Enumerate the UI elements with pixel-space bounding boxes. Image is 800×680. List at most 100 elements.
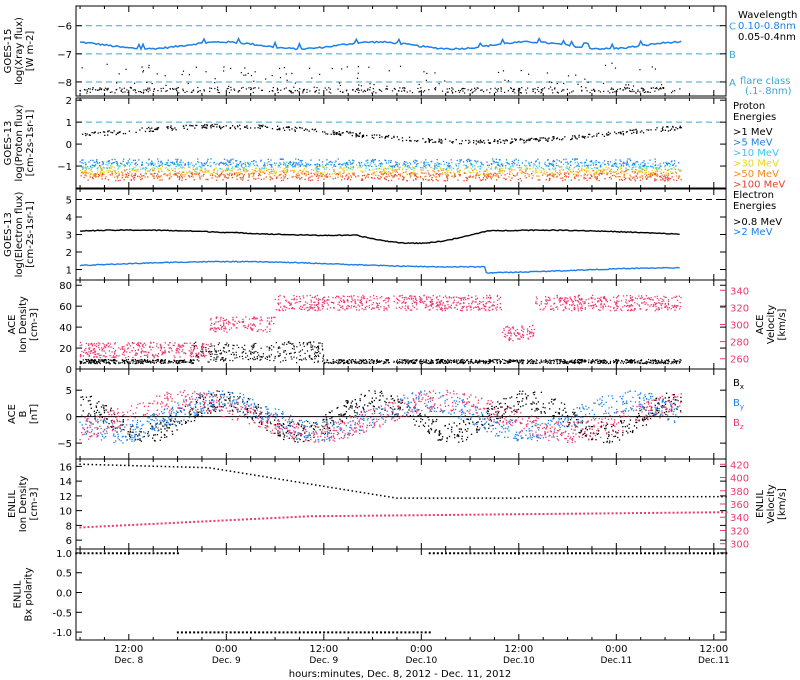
data-point xyxy=(613,174,616,177)
data-point xyxy=(499,362,501,364)
data-point xyxy=(443,168,445,170)
data-point xyxy=(585,87,587,89)
data-point xyxy=(407,167,409,169)
data-point xyxy=(236,173,238,175)
data-point xyxy=(488,142,491,144)
data-point xyxy=(389,172,392,174)
data-point xyxy=(546,140,549,142)
data-point xyxy=(128,161,130,164)
series-points xyxy=(79,341,682,365)
data-point xyxy=(283,172,285,175)
data-point xyxy=(501,170,503,172)
data-point xyxy=(651,166,653,168)
legend-entry: >2 MeV xyxy=(733,227,773,238)
data-point xyxy=(253,172,255,174)
data-point xyxy=(213,169,215,171)
y-tick-label: 2 xyxy=(66,96,72,107)
data-point xyxy=(414,162,416,164)
data-point xyxy=(521,361,524,363)
data-point xyxy=(449,165,451,167)
data-point xyxy=(171,162,174,164)
data-point xyxy=(158,165,160,167)
data-point xyxy=(528,360,530,362)
data-point xyxy=(390,159,392,162)
data-point xyxy=(295,173,298,175)
data-point xyxy=(543,172,545,174)
data-point xyxy=(131,360,133,362)
data-point xyxy=(428,164,431,166)
data-point xyxy=(411,168,413,171)
data-point xyxy=(145,360,147,362)
data-point xyxy=(408,136,411,138)
data-point xyxy=(656,172,658,175)
data-point xyxy=(639,171,641,173)
data-point xyxy=(398,90,400,92)
data-point xyxy=(192,174,194,176)
data-point xyxy=(121,177,123,179)
data-point xyxy=(425,159,427,161)
data-point xyxy=(201,125,203,127)
data-point xyxy=(571,362,574,364)
data-point xyxy=(447,362,449,365)
y-tick-label: −1 xyxy=(57,162,72,173)
data-point xyxy=(241,176,243,179)
data-point xyxy=(636,177,639,179)
data-point xyxy=(88,361,91,363)
data-point xyxy=(428,165,431,167)
legend-entry: >50 MeV xyxy=(733,169,779,180)
data-point xyxy=(362,91,364,93)
data-point xyxy=(300,172,302,174)
data-point xyxy=(528,161,530,164)
data-point xyxy=(670,163,672,165)
data-point xyxy=(469,176,471,178)
data-point xyxy=(210,359,212,361)
data-point xyxy=(427,172,429,174)
data-point xyxy=(95,362,98,364)
data-point xyxy=(440,359,442,361)
data-point xyxy=(249,172,251,175)
data-point xyxy=(549,173,551,175)
data-point xyxy=(533,360,535,362)
data-point xyxy=(445,168,447,171)
data-point xyxy=(358,362,361,365)
data-point xyxy=(284,176,286,178)
data-point xyxy=(659,168,661,170)
data-point xyxy=(268,171,271,174)
data-point xyxy=(89,174,91,176)
data-point xyxy=(203,164,205,167)
data-point xyxy=(253,352,255,354)
data-point xyxy=(499,138,501,141)
data-point xyxy=(322,131,324,133)
data-point xyxy=(243,171,245,173)
data-point xyxy=(286,166,288,168)
data-point xyxy=(254,358,256,360)
data-point xyxy=(474,90,476,92)
data-point xyxy=(226,342,228,344)
legend-entry: >30 MeV xyxy=(733,159,779,170)
data-point xyxy=(195,66,197,68)
data-point xyxy=(434,88,436,90)
data-point xyxy=(632,164,634,166)
data-point xyxy=(237,169,239,171)
data-point xyxy=(602,359,604,362)
data-point xyxy=(604,178,606,180)
data-point xyxy=(246,161,249,164)
data-point xyxy=(514,360,516,362)
data-point xyxy=(580,167,583,169)
data-point xyxy=(373,171,376,173)
data-point xyxy=(632,177,634,179)
data-point xyxy=(279,128,281,131)
data-point xyxy=(643,89,645,91)
data-point xyxy=(467,166,470,168)
data-point xyxy=(318,342,320,344)
data-point xyxy=(88,360,90,362)
data-point xyxy=(351,162,354,164)
data-point xyxy=(443,163,445,166)
data-point xyxy=(141,178,143,180)
data-point xyxy=(322,172,324,175)
data-point xyxy=(504,360,507,362)
data-point xyxy=(670,168,672,170)
data-point xyxy=(288,126,290,128)
data-point xyxy=(640,87,642,89)
data-point xyxy=(224,175,226,178)
